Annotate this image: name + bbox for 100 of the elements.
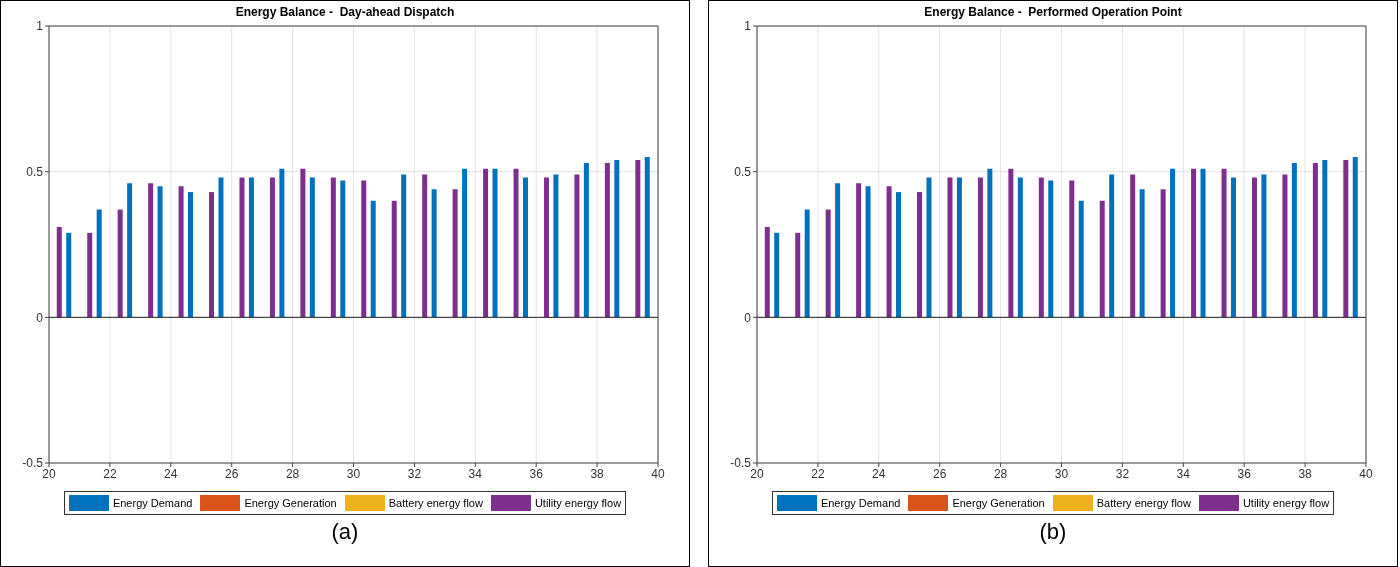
bar [543,177,549,318]
y-tick-label: 0.5 [734,164,752,179]
bar [583,162,589,318]
x-tick-label: 32 [407,466,422,481]
bar [886,186,892,318]
bar [604,162,610,318]
bar [1230,177,1236,318]
legend-label: Energy Generation [952,497,1045,509]
bar [574,174,580,318]
x-tick-label: 22 [103,466,117,481]
x-tick-label: 38 [590,466,605,481]
chart-title: Energy Balance - Day-ahead Dispatch [234,5,456,19]
bar [178,186,184,318]
bar [917,192,923,318]
bar [513,168,519,318]
bar [209,192,215,318]
bar [1170,168,1176,318]
bar [148,183,154,318]
bar [1160,189,1166,318]
legend-label: Battery energy flow [1096,497,1191,509]
bar [157,186,163,318]
bar [644,157,650,318]
bar [1352,157,1358,318]
bar [239,177,245,318]
bar [1017,177,1023,318]
text: (b) [1038,519,1068,545]
bar [117,209,123,318]
bar [1221,168,1227,318]
bar [956,177,962,318]
bar [1343,160,1349,318]
bar [1078,200,1084,318]
bar [483,168,489,318]
bar [1261,174,1267,318]
bar [66,232,72,318]
x-tick-label: 26 [933,466,947,481]
y-tick-label: 0 [744,310,752,325]
x-tick-label: 40 [1359,466,1373,481]
bar [522,177,528,318]
x-tick-label: 20 [42,466,56,481]
bar [127,183,133,318]
x-tick-label: 28 [993,466,1008,481]
y-tick-label: -0.5 [22,456,44,471]
y-tick-label: 0.5 [26,164,44,179]
bar [401,174,407,318]
text: (a) [330,519,360,545]
legend-label: Battery energy flow [388,497,483,509]
x-tick-label: 20 [750,466,764,481]
bar [1069,180,1075,318]
bar [1139,189,1145,318]
legend-label: Utility energy flow [534,497,622,509]
bar [452,189,458,318]
x-tick-label: 36 [1237,466,1252,481]
bar [795,232,801,318]
bar [1048,180,1054,318]
bar [804,209,810,318]
bar [188,192,194,318]
bar [774,232,780,318]
bar [977,177,983,318]
bar [1109,174,1115,318]
bar [856,183,862,318]
legend-label: Utility energy flow [1242,497,1330,509]
bar [96,209,102,318]
bar [947,177,953,318]
x-tick-label: 24 [872,466,886,481]
bar [1038,177,1044,318]
y-tick-label: 0 [36,310,44,325]
bar [926,177,932,318]
bar [1200,168,1206,318]
bar [1099,200,1105,318]
x-tick-label: 30 [1054,466,1069,481]
bar [300,168,306,318]
bar [492,168,498,318]
x-tick-label: 38 [1298,466,1313,481]
chart-title: Energy Balance - Performed Operation Point [923,5,1183,19]
bar [1322,160,1328,318]
bar [340,180,346,318]
x-tick-label: 34 [1176,466,1191,481]
bar [987,168,993,318]
bar [56,227,62,318]
x-tick-label: 30 [346,466,361,481]
legend-label: Energy Demand [112,497,193,509]
bar [422,174,428,318]
bar [1312,162,1318,318]
x-tick-label: 26 [225,466,239,481]
bar [825,209,831,318]
bar [1251,177,1257,318]
bar [614,160,620,318]
bar [1191,168,1197,318]
x-tick-label: 40 [651,466,665,481]
bar [1130,174,1136,318]
bar [1291,162,1297,318]
bar [764,227,770,318]
y-tick-label: 1 [36,19,44,34]
x-tick-label: 34 [468,466,483,481]
bar [269,177,275,318]
bar [635,160,641,318]
bar [431,189,437,318]
bar [896,192,902,318]
bar [462,168,468,318]
bar [309,177,315,318]
